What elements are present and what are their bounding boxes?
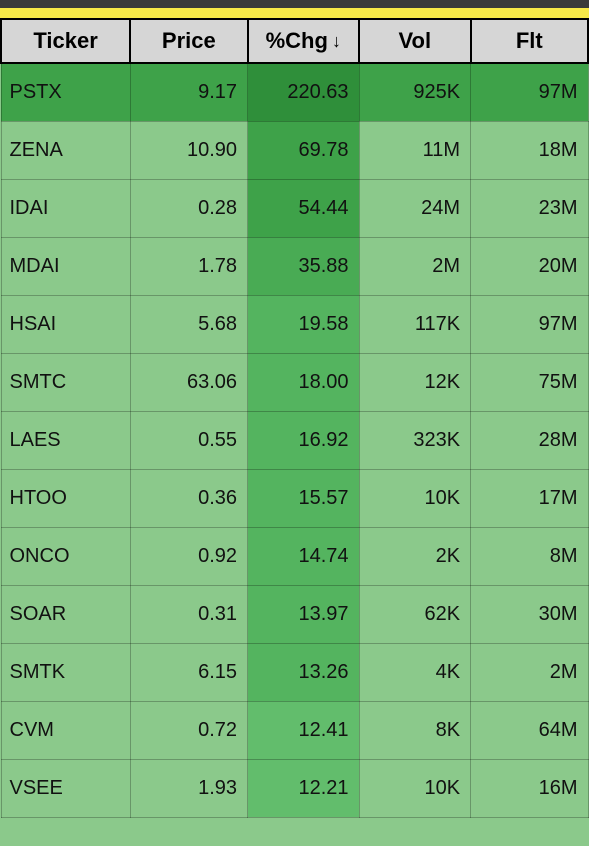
cell-price: 9.17 xyxy=(130,63,247,121)
table-row[interactable]: IDAI0.2854.4424M23M xyxy=(1,179,588,237)
cell-ticker[interactable]: SOAR xyxy=(1,585,130,643)
cell-float: 16M xyxy=(471,759,588,817)
column-header-chg[interactable]: %Chg↓ xyxy=(248,19,360,63)
table-header: Ticker Price %Chg↓ Vol Flt xyxy=(1,19,588,63)
cell-price: 0.92 xyxy=(130,527,247,585)
sort-desc-icon: ↓ xyxy=(332,32,341,50)
column-header-label: Vol xyxy=(398,28,431,54)
column-header-label: %Chg xyxy=(266,28,328,54)
cell-pct-change: 13.26 xyxy=(248,643,360,701)
cell-price: 6.15 xyxy=(130,643,247,701)
cell-float: 75M xyxy=(471,353,588,411)
cell-volume: 8K xyxy=(359,701,471,759)
cell-volume: 117K xyxy=(359,295,471,353)
cell-ticker[interactable]: LAES xyxy=(1,411,130,469)
cell-price: 0.36 xyxy=(130,469,247,527)
cell-ticker[interactable]: HTOO xyxy=(1,469,130,527)
cell-price: 10.90 xyxy=(130,121,247,179)
cell-price: 0.72 xyxy=(130,701,247,759)
cell-price: 63.06 xyxy=(130,353,247,411)
cell-float: 97M xyxy=(471,63,588,121)
cell-float: 97M xyxy=(471,295,588,353)
column-header-price[interactable]: Price xyxy=(130,19,247,63)
cell-float: 18M xyxy=(471,121,588,179)
column-header-ticker[interactable]: Ticker xyxy=(1,19,130,63)
cell-float: 2M xyxy=(471,643,588,701)
cell-pct-change: 220.63 xyxy=(248,63,360,121)
table-row[interactable]: MDAI1.7835.882M20M xyxy=(1,237,588,295)
cell-pct-change: 19.58 xyxy=(248,295,360,353)
cell-float: 30M xyxy=(471,585,588,643)
cell-volume: 24M xyxy=(359,179,471,237)
cell-ticker[interactable]: HSAI xyxy=(1,295,130,353)
cell-float: 64M xyxy=(471,701,588,759)
cell-pct-change: 54.44 xyxy=(248,179,360,237)
cell-volume: 2K xyxy=(359,527,471,585)
table-body: PSTX9.17220.63925K97MZENA10.9069.7811M18… xyxy=(1,63,588,817)
cell-price: 0.28 xyxy=(130,179,247,237)
cell-pct-change: 16.92 xyxy=(248,411,360,469)
cell-ticker[interactable]: SMTK xyxy=(1,643,130,701)
cell-price: 5.68 xyxy=(130,295,247,353)
window-top-bar xyxy=(0,0,589,8)
column-header-flt[interactable]: Flt xyxy=(471,19,588,63)
cell-price: 1.78 xyxy=(130,237,247,295)
table-row[interactable]: CVM0.7212.418K64M xyxy=(1,701,588,759)
table-row[interactable]: SMTK6.1513.264K2M xyxy=(1,643,588,701)
cell-ticker[interactable]: MDAI xyxy=(1,237,130,295)
cell-volume: 12K xyxy=(359,353,471,411)
cell-float: 17M xyxy=(471,469,588,527)
cell-pct-change: 15.57 xyxy=(248,469,360,527)
cell-ticker[interactable]: ONCO xyxy=(1,527,130,585)
cell-price: 0.31 xyxy=(130,585,247,643)
cell-pct-change: 12.21 xyxy=(248,759,360,817)
cell-pct-change: 13.97 xyxy=(248,585,360,643)
cell-float: 20M xyxy=(471,237,588,295)
cell-ticker[interactable]: SMTC xyxy=(1,353,130,411)
column-header-label: Flt xyxy=(516,28,543,54)
table-row[interactable]: SOAR0.3113.9762K30M xyxy=(1,585,588,643)
table-row[interactable]: LAES0.5516.92323K28M xyxy=(1,411,588,469)
cell-float: 8M xyxy=(471,527,588,585)
cell-ticker[interactable]: ZENA xyxy=(1,121,130,179)
cell-volume: 323K xyxy=(359,411,471,469)
cell-float: 23M xyxy=(471,179,588,237)
cell-volume: 925K xyxy=(359,63,471,121)
cell-ticker[interactable]: CVM xyxy=(1,701,130,759)
column-header-vol[interactable]: Vol xyxy=(359,19,471,63)
cell-ticker[interactable]: PSTX xyxy=(1,63,130,121)
cell-volume: 62K xyxy=(359,585,471,643)
cell-price: 1.93 xyxy=(130,759,247,817)
cell-pct-change: 18.00 xyxy=(248,353,360,411)
table-row[interactable]: PSTX9.17220.63925K97M xyxy=(1,63,588,121)
cell-volume: 10K xyxy=(359,469,471,527)
stock-table: Ticker Price %Chg↓ Vol Flt PSTX9.17220.63925… xyxy=(0,18,589,818)
table-row[interactable]: ONCO0.9214.742K8M xyxy=(1,527,588,585)
column-header-label: Ticker xyxy=(33,28,97,54)
table-row[interactable]: HTOO0.3615.5710K17M xyxy=(1,469,588,527)
cell-volume: 10K xyxy=(359,759,471,817)
table-row[interactable]: SMTC63.0618.0012K75M xyxy=(1,353,588,411)
cell-ticker[interactable]: VSEE xyxy=(1,759,130,817)
cell-volume: 4K xyxy=(359,643,471,701)
cell-volume: 11M xyxy=(359,121,471,179)
yellow-header-strip xyxy=(0,8,589,18)
cell-volume: 2M xyxy=(359,237,471,295)
table-row[interactable]: VSEE1.9312.2110K16M xyxy=(1,759,588,817)
cell-ticker[interactable]: IDAI xyxy=(1,179,130,237)
cell-float: 28M xyxy=(471,411,588,469)
cell-pct-change: 35.88 xyxy=(248,237,360,295)
cell-pct-change: 69.78 xyxy=(248,121,360,179)
table-row[interactable]: HSAI5.6819.58117K97M xyxy=(1,295,588,353)
column-header-label: Price xyxy=(162,28,216,54)
cell-pct-change: 14.74 xyxy=(248,527,360,585)
table-row[interactable]: ZENA10.9069.7811M18M xyxy=(1,121,588,179)
cell-pct-change: 12.41 xyxy=(248,701,360,759)
cell-price: 0.55 xyxy=(130,411,247,469)
